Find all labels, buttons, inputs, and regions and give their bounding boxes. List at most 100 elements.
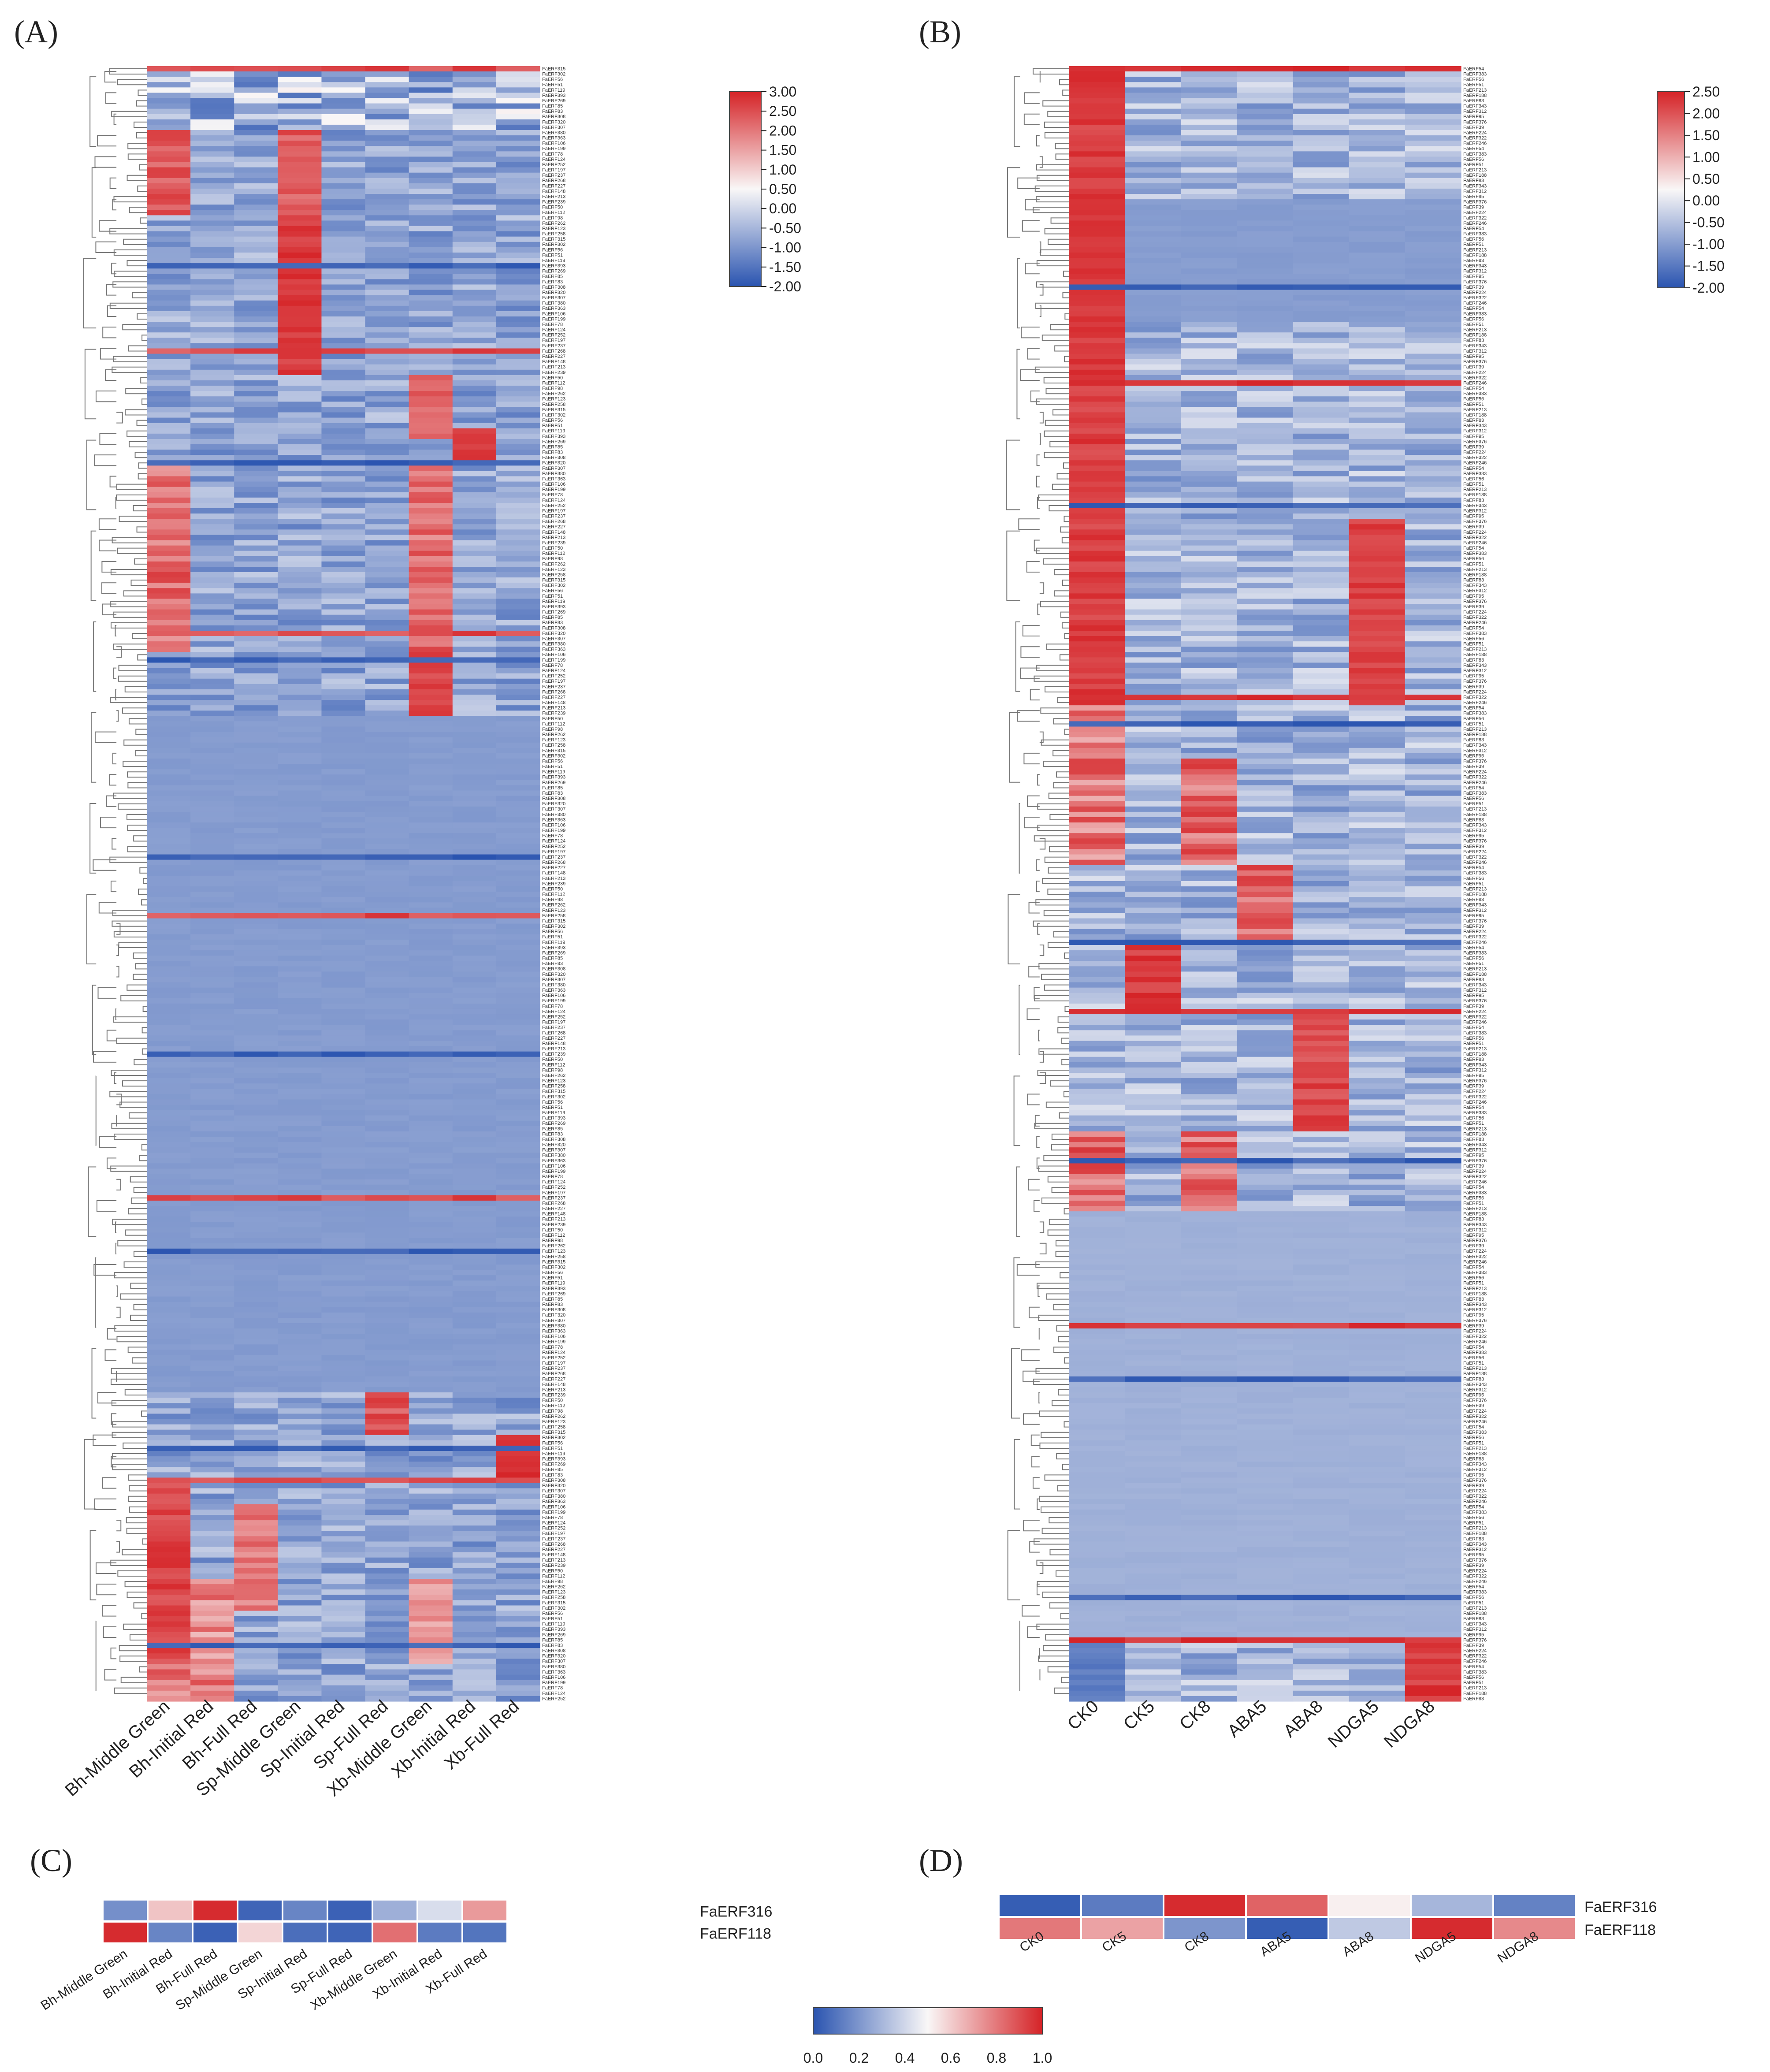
- heatmap-cell: [1181, 1355, 1238, 1361]
- heatmap-cell: [409, 130, 453, 136]
- heatmap-cell: [321, 300, 366, 306]
- heatmap-cell: [1237, 854, 1294, 860]
- heatmap-cell: [321, 471, 366, 477]
- heatmap-cell: [496, 753, 540, 759]
- heatmap-cell: [1237, 737, 1294, 743]
- heatmap-cell: [365, 455, 409, 461]
- heatmap-cell: [234, 391, 278, 397]
- heatmap-cell: [1125, 1062, 1181, 1068]
- heatmap-cell: [409, 1398, 453, 1403]
- heatmap-cell: [278, 1392, 322, 1398]
- heatmap-cell: [409, 950, 453, 956]
- heatmap-cell: [409, 188, 453, 194]
- heatmap-cell: [1349, 332, 1406, 338]
- heatmap-cell: [1293, 274, 1350, 279]
- heatmap-cell: [496, 338, 540, 344]
- heatmap-cell: [365, 1051, 409, 1057]
- heatmap-cell: [147, 1073, 191, 1079]
- heatmap-cell: [409, 1589, 453, 1595]
- panel-label-b: (B): [919, 14, 961, 49]
- heatmap-cell: [1405, 982, 1461, 988]
- heatmap-cell: [409, 151, 453, 157]
- heatmap-cell: [409, 295, 453, 301]
- heatmap-cell: [452, 822, 497, 828]
- heatmap-cell: [1069, 1419, 1125, 1425]
- heatmap-cell: [1181, 987, 1238, 993]
- heatmap-cell: [1237, 1445, 1294, 1451]
- heatmap-cell: [147, 332, 191, 338]
- heatmap-cell: [190, 167, 234, 173]
- heatmap-cell: [496, 700, 540, 706]
- heatmap-cell: [1405, 87, 1461, 93]
- heatmap-cell: [452, 476, 497, 482]
- heatmap-cell: [365, 497, 409, 503]
- heatmap-cell: [452, 332, 497, 338]
- heatmap-cell: [190, 1046, 234, 1052]
- heatmap-cell: [1237, 673, 1294, 679]
- heatmap-cell: [190, 162, 234, 168]
- heatmap-cell: [278, 705, 322, 711]
- heatmap-cell: [278, 1030, 322, 1036]
- heatmap-cell: [278, 1414, 322, 1420]
- heatmap-cell: [1405, 647, 1461, 652]
- heatmap-cell: [278, 108, 322, 115]
- heatmap-cell: [1125, 630, 1181, 636]
- heatmap-cell: [409, 1557, 453, 1563]
- heatmap-cell: [409, 396, 453, 402]
- heatmap-cell: [1069, 929, 1125, 935]
- row-label: FaERF307: [542, 807, 565, 812]
- heatmap-cell: [1069, 508, 1125, 514]
- heatmap-cell: [1069, 465, 1125, 472]
- heatmap-cell: [147, 220, 191, 227]
- heatmap-cell: [409, 1344, 453, 1350]
- heatmap-cell: [452, 519, 497, 525]
- heatmap-cell: [1181, 1126, 1238, 1132]
- heatmap-cell: [365, 1595, 409, 1600]
- heatmap-cell: [278, 338, 322, 344]
- row-label: FaERF197: [542, 1361, 565, 1366]
- heatmap-cell: [409, 1254, 453, 1260]
- heatmap-cell: [147, 236, 191, 242]
- heatmap-cell: [190, 1153, 234, 1158]
- heatmap-cell: [1237, 716, 1294, 722]
- heatmap-cell: [1181, 1179, 1238, 1185]
- heatmap-cell: [1069, 1147, 1125, 1153]
- heatmap-cell: [321, 854, 366, 860]
- heatmap-cell: [496, 1435, 540, 1441]
- heatmap-cell: [190, 130, 234, 136]
- heatmap-cell: [452, 828, 497, 833]
- heatmap-cell: [365, 1317, 409, 1324]
- heatmap-cell: [234, 396, 278, 402]
- heatmap-cell: [278, 242, 322, 248]
- heatmap-cell: [409, 1046, 453, 1052]
- heatmap-cell: [278, 172, 322, 179]
- heatmap-cell: [1237, 977, 1294, 983]
- heatmap-cell: [234, 1291, 278, 1297]
- heatmap-cell: [1349, 178, 1406, 184]
- heatmap-cell: [1237, 636, 1294, 642]
- heatmap-cell: [1237, 1398, 1294, 1403]
- heatmap-cell: [190, 465, 234, 472]
- heatmap-cell: [278, 950, 322, 956]
- row-label: FaERF380: [542, 982, 565, 988]
- heatmap-cell: [452, 1046, 497, 1052]
- heatmap-cell: [1125, 1462, 1181, 1467]
- heatmap-cell: [1349, 1344, 1406, 1350]
- heatmap-cell: [321, 748, 366, 754]
- heatmap-cell: [1293, 151, 1350, 157]
- heatmap-cell: [1349, 1398, 1406, 1403]
- heatmap-cell: [1405, 630, 1461, 636]
- heatmap-cell: [1293, 929, 1350, 935]
- heatmap-cell: [1349, 1120, 1406, 1127]
- heatmap-cell: [1181, 369, 1238, 376]
- heatmap-cell: [1237, 918, 1294, 924]
- heatmap-cell: [365, 1211, 409, 1217]
- heatmap-cell: [147, 1248, 191, 1254]
- heatmap-cell: [321, 1429, 366, 1436]
- heatmap-cell: [365, 796, 409, 802]
- heatmap-cell: [147, 369, 191, 376]
- heatmap-cell: [278, 939, 322, 945]
- heatmap-cell: [365, 375, 409, 381]
- heatmap-cell: [1125, 1163, 1181, 1169]
